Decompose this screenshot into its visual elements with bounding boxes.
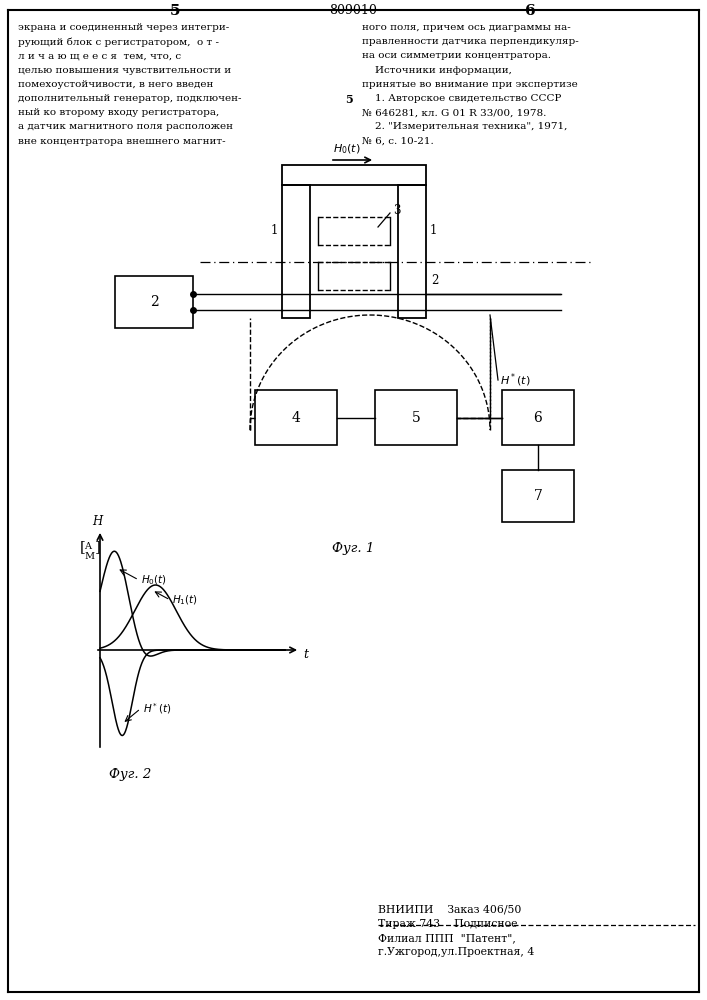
Bar: [282, 185, 310, 318]
Text: 2: 2: [431, 273, 438, 286]
Text: экрана и соединенный через интегри-: экрана и соединенный через интегри-: [18, 23, 229, 32]
Text: ного поля, причем ось диаграммы на-: ного поля, причем ось диаграммы на-: [362, 23, 571, 32]
Bar: [375, 390, 457, 445]
Text: 3: 3: [393, 204, 400, 217]
Text: 1: 1: [271, 224, 278, 236]
Text: 6: 6: [534, 410, 542, 424]
Text: вне концентратора внешнего магнит-: вне концентратора внешнего магнит-: [18, 137, 226, 146]
Text: г.Ужгород,ул.Проектная, 4: г.Ужгород,ул.Проектная, 4: [378, 947, 534, 957]
Text: правленности датчика перпендикуляр-: правленности датчика перпендикуляр-: [362, 37, 579, 46]
Text: 1. Авторское свидетельство СССР: 1. Авторское свидетельство СССР: [362, 94, 561, 103]
Text: № 646281, кл. G 01 R 33/00, 1978.: № 646281, кл. G 01 R 33/00, 1978.: [362, 108, 547, 117]
Text: Фуг. 2: Фуг. 2: [109, 768, 151, 781]
Bar: [502, 390, 574, 445]
Text: рующий блок с регистратором,  о т -: рующий блок с регистратором, о т -: [18, 37, 219, 47]
Bar: [255, 390, 337, 445]
Bar: [398, 185, 426, 318]
Text: Филиал ППП  "Патент",: Филиал ППП "Патент",: [378, 933, 516, 943]
Text: $H_0(t)$: $H_0(t)$: [141, 573, 167, 587]
Bar: [282, 165, 426, 185]
Text: ный ко второму входу регистратора,: ный ко второму входу регистратора,: [18, 108, 219, 117]
Text: M: M: [84, 552, 94, 561]
Text: 4: 4: [291, 410, 300, 424]
Text: а датчик магнитного поля расположен: а датчик магнитного поля расположен: [18, 122, 233, 131]
Text: 2: 2: [150, 295, 158, 309]
Text: 7: 7: [534, 489, 542, 503]
Text: Тираж 743    Подписное: Тираж 743 Подписное: [378, 919, 518, 929]
Text: 809010: 809010: [329, 4, 377, 17]
Text: $H^*(t)$: $H^*(t)$: [500, 371, 530, 389]
Text: ]: ]: [95, 540, 101, 554]
Text: [: [: [80, 540, 86, 554]
Text: 6: 6: [525, 4, 535, 18]
Text: 5: 5: [345, 94, 353, 105]
Text: Источники информации,: Источники информации,: [362, 66, 512, 75]
Text: ВНИИПИ    Заказ 406/50: ВНИИПИ Заказ 406/50: [378, 905, 521, 915]
Text: 2. "Измерительная техника", 1971,: 2. "Измерительная техника", 1971,: [362, 122, 568, 131]
Text: 1: 1: [430, 224, 438, 236]
Text: на оси симметрии концентратора.: на оси симметрии концентратора.: [362, 51, 551, 60]
Text: принятые во внимание при экспертизе: принятые во внимание при экспертизе: [362, 80, 578, 89]
Text: дополнительный генератор, подключен-: дополнительный генератор, подключен-: [18, 94, 242, 103]
Text: целью повышения чувствительности и: целью повышения чувствительности и: [18, 66, 231, 75]
Text: л и ч а ю щ е е с я  тем, что, с: л и ч а ю щ е е с я тем, что, с: [18, 51, 181, 60]
Text: 5: 5: [170, 4, 180, 18]
Text: $H^*(t)$: $H^*(t)$: [143, 701, 171, 716]
Text: помехоустойчивости, в него введен: помехоустойчивости, в него введен: [18, 80, 214, 89]
Text: № 6, с. 10-21.: № 6, с. 10-21.: [362, 137, 434, 146]
Text: $H_1(t)$: $H_1(t)$: [172, 593, 198, 607]
Text: $H_0(t)$: $H_0(t)$: [333, 142, 361, 156]
Bar: [502, 470, 574, 522]
Bar: [115, 276, 193, 328]
Text: A: A: [84, 542, 91, 551]
Text: t: t: [303, 648, 308, 660]
Text: 5: 5: [411, 410, 421, 424]
Text: H: H: [92, 515, 102, 528]
Text: Фуг. 1: Фуг. 1: [332, 542, 374, 555]
